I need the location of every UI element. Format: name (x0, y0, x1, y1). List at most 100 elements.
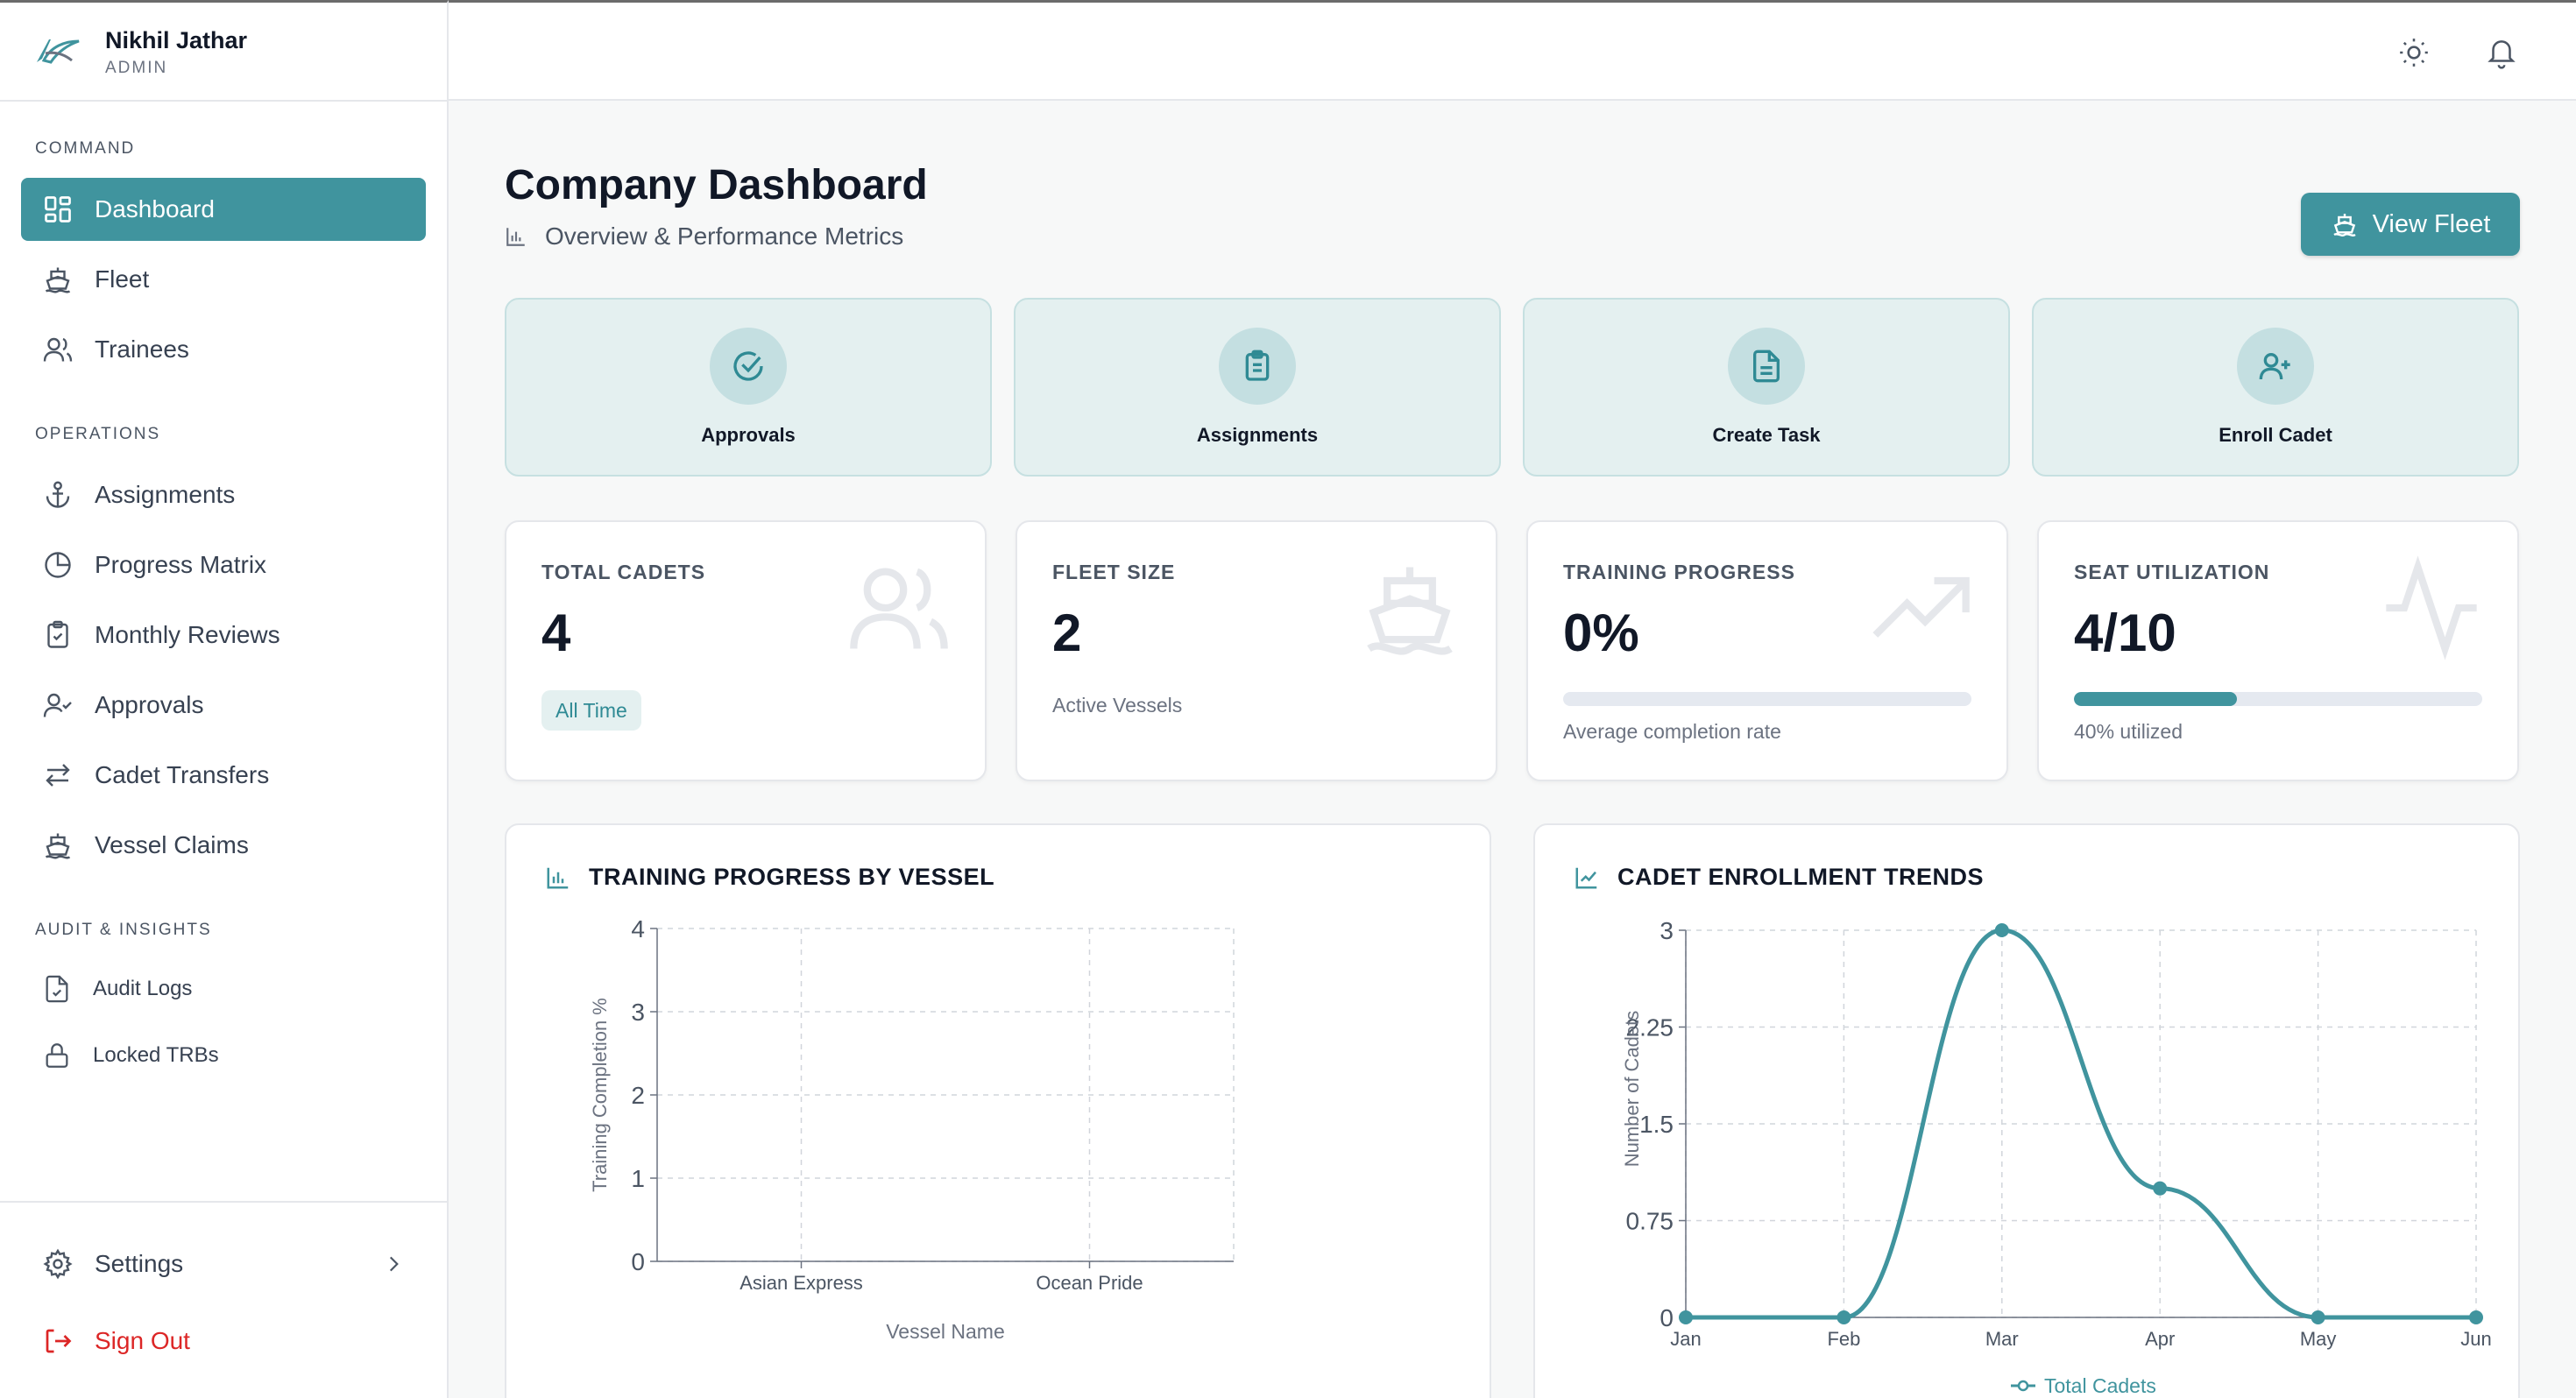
file-text-icon (1753, 350, 1780, 383)
quick-action-enroll-cadet[interactable]: Enroll Cadet (2032, 298, 2519, 477)
quick-action-icon-wrap (1219, 328, 1296, 405)
top-bar (449, 0, 2576, 101)
data-point (2153, 1181, 2168, 1196)
user-check-icon (43, 693, 72, 717)
bar-chart: 0 1 2 3 4 Asian Express Ocean Pride Vessel Name… (589, 915, 1235, 1343)
y-tick-label: 0.75 (1626, 1208, 1674, 1235)
chevron-right-icon (389, 1256, 399, 1272)
data-point (2311, 1310, 2325, 1324)
sign-out-button[interactable]: Sign Out (21, 1310, 426, 1373)
quick-action-icon-wrap (1728, 328, 1805, 405)
ship-icon (45, 833, 71, 859)
chart-title-text: TRAINING PROGRESS BY VESSEL (589, 864, 995, 890)
y-tick-label: 4 (631, 915, 645, 943)
stat-pill: All Time (541, 690, 641, 731)
sidebar-item-monthly-reviews[interactable]: Monthly Reviews (21, 604, 426, 667)
y-tick-label: 0 (631, 1248, 645, 1275)
data-point (2469, 1310, 2483, 1324)
sidebar-item-vessel-claims[interactable]: Vessel Claims (21, 814, 426, 877)
y-tick-label: 0 (1660, 1304, 1674, 1331)
quick-action-label: Approvals (701, 424, 796, 446)
page-subtitle-text: Overview & Performance Metrics (545, 222, 904, 250)
stat-label: TRAINING PROGRESS (1563, 561, 1795, 583)
stat-value: 0% (1563, 604, 1639, 662)
stat-note: Active Vessels (1052, 694, 1183, 717)
activity-icon (2386, 555, 2477, 660)
quick-action-icon-wrap (2237, 328, 2314, 405)
x-tick-label: Feb (1827, 1328, 1860, 1350)
x-tick-label: May (2300, 1328, 2337, 1350)
sidebar-item-approvals[interactable]: Approvals (21, 674, 426, 737)
x-tick-label: Jan (1670, 1328, 1701, 1350)
bell-icon[interactable] (2485, 36, 2518, 69)
quick-action-label: Create Task (1712, 424, 1821, 446)
sidebar-item-label: Fleet (95, 265, 150, 293)
stat-value: 4 (541, 604, 571, 662)
trending-up-icon (1872, 576, 1970, 638)
chart-card-training-progress: TRAINING PROGRESS BY VESSEL 0 1 2 3 4 Asian E… (505, 823, 1491, 1398)
sidebar-item-label: Settings (95, 1250, 184, 1277)
sidebar-item-trainees[interactable]: Trainees (21, 318, 426, 381)
bar-chart-icon (506, 228, 525, 246)
sidebar-item-fleet[interactable]: Fleet (21, 248, 426, 311)
section-audit: AUDIT & INSIGHTS (35, 921, 212, 939)
user-profile[interactable]: Nikhil Jathar ADMIN (0, 3, 447, 102)
sign-out-label: Sign Out (95, 1327, 190, 1354)
sidebar-item-settings[interactable]: Settings (21, 1232, 426, 1296)
user-role: ADMIN (105, 58, 168, 77)
y-tick-label: 2 (631, 1082, 645, 1109)
y-tick-label: 1 (631, 1165, 645, 1192)
sidebar-item-progress-matrix[interactable]: Progress Matrix (21, 533, 426, 597)
sidebar-item-assignments[interactable]: Assignments (21, 463, 426, 526)
quick-action-assignments[interactable]: Assignments (1014, 298, 1501, 477)
progress-track (2074, 692, 2482, 706)
view-fleet-button[interactable]: View Fleet (2301, 193, 2520, 256)
sidebar-item-label: Monthly Reviews (95, 621, 280, 648)
anchor-icon (46, 481, 70, 508)
sidebar-item-label: Trainees (95, 335, 189, 363)
data-point (1994, 923, 2009, 937)
stat-card-training-progress: TRAINING PROGRESS 0% Average completion … (1526, 520, 2008, 781)
stat-label: FLEET SIZE (1052, 561, 1176, 583)
logout-icon (46, 1329, 72, 1353)
y-axis-label: Number of Cadets (1621, 1011, 1643, 1168)
line-chart-icon (1575, 867, 1597, 888)
stat-card-seat-utilization: SEAT UTILIZATION 4/10 40% utilized (2037, 520, 2519, 781)
view-fleet-label: View Fleet (2372, 209, 2491, 238)
y-tick-label: 3 (631, 999, 645, 1026)
sidebar-item-label: Cadet Transfers (95, 761, 270, 788)
sun-icon[interactable] (2397, 36, 2431, 69)
progress-fill (2074, 692, 2238, 706)
x-tick-label: Mar (1985, 1328, 2019, 1350)
sidebar-item-dashboard[interactable]: Dashboard (21, 178, 426, 241)
chart-title: CADET ENROLLMENT TRENDS (1574, 864, 1984, 891)
data-point (1836, 1310, 1851, 1324)
user-name: Nikhil Jathar (105, 26, 248, 53)
x-tick-label: Jun (2460, 1328, 2491, 1350)
company-logo (37, 39, 80, 64)
clipboard-list-icon (1245, 350, 1270, 381)
file-check-icon (46, 975, 68, 1003)
users-icon (43, 337, 73, 362)
quick-action-approvals[interactable]: Approvals (505, 298, 992, 477)
stat-note: 40% utilized (2074, 720, 2183, 743)
ship-icon (45, 267, 71, 293)
pie-chart-icon (45, 552, 71, 578)
line-chart: 0 0.75 1.5 2.25 3 Jan Feb Mar Apr May Jun Number of… (1621, 917, 2492, 1397)
progress-track (1563, 692, 1971, 706)
sidebar-item-cadet-transfers[interactable]: Cadet Transfers (21, 744, 426, 807)
section-command: COMMAND (35, 139, 136, 158)
bar-chart-icon (547, 867, 569, 888)
data-point (1679, 1310, 1693, 1324)
y-axis-label: Training Completion % (589, 998, 611, 1192)
x-axis-label: Vessel Name (886, 1320, 1005, 1343)
sidebar-item-label: Approvals (95, 691, 204, 718)
sidebar-item-audit-logs[interactable]: Audit Logs (21, 957, 426, 1020)
sidebar-item-label: Progress Matrix (95, 551, 267, 578)
sidebar-item-locked-trbs[interactable]: Locked TRBs (21, 1024, 426, 1087)
check-circle-icon (733, 351, 763, 381)
stat-label: SEAT UTILIZATION (2074, 561, 2270, 583)
quick-action-create-task[interactable]: Create Task (1523, 298, 2010, 477)
clipboard-check-icon (47, 620, 68, 648)
stat-note: Average completion rate (1563, 720, 1781, 743)
